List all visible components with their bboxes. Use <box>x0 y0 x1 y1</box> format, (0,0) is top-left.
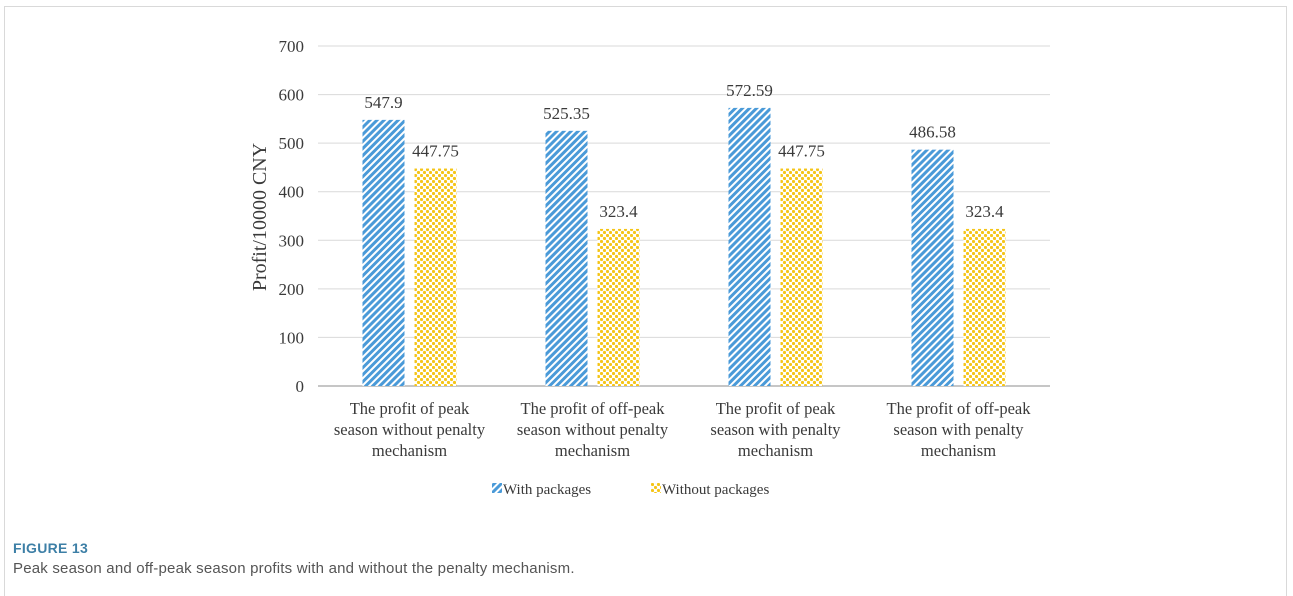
y-tick-label: 100 <box>279 328 305 347</box>
data-labels: 547.9 447.75 525.35 323.4 572.59 447.75 486.58… <box>364 81 1004 221</box>
bar-with-packages <box>911 149 954 386</box>
figure-label: FIGURE 13 <box>13 540 89 556</box>
y-tick-label: 500 <box>279 134 305 153</box>
y-tick-label: 300 <box>279 231 305 250</box>
data-label: 447.75 <box>412 142 459 161</box>
legend-without-packages-label: Without packages <box>662 482 769 498</box>
legend-with-packages-swatch <box>492 483 502 493</box>
data-label: 447.75 <box>778 142 825 161</box>
bar-without-packages <box>414 168 457 386</box>
x-tick-label: The profit of peak season without penalty… <box>334 399 486 460</box>
y-tick-labels: 0 100 200 300 400 500 600 700 <box>279 37 305 396</box>
data-label: 525.35 <box>543 104 590 123</box>
legend-without-packages-swatch <box>651 483 661 493</box>
bar-with-packages <box>362 119 405 387</box>
y-tick-label: 400 <box>279 183 305 202</box>
legend: With packages Without packages <box>492 482 769 498</box>
legend-with-packages-label: With packages <box>503 482 591 498</box>
bar-without-packages <box>780 168 823 386</box>
data-label: 547.9 <box>364 93 402 112</box>
data-label: 323.4 <box>599 202 638 221</box>
figure-frame <box>4 6 1287 596</box>
figure-caption: Peak season and off-peak season profits … <box>13 560 575 577</box>
y-axis-label: Profit/10000 CNY <box>249 143 271 291</box>
bar-without-packages <box>963 228 1006 386</box>
x-tick-label: The profit of off-peak season with penalt… <box>886 399 1031 460</box>
x-tick-labels: The profit of peak season without penalty… <box>334 399 1031 460</box>
x-tick-label: The profit of peak season with penalty mec… <box>710 399 841 460</box>
bar-with-packages <box>728 107 771 386</box>
bar-with-packages <box>545 130 588 386</box>
data-label: 572.59 <box>726 81 773 100</box>
y-tick-label: 200 <box>279 280 305 299</box>
bars <box>362 107 1006 387</box>
data-label: 323.4 <box>965 202 1004 221</box>
x-tick-label: The profit of off-peak season without pen… <box>517 399 669 460</box>
y-tick-label: 600 <box>279 86 305 105</box>
y-tick-label: 700 <box>279 37 305 56</box>
y-tick-label: 0 <box>296 377 305 396</box>
bar-without-packages <box>597 228 640 386</box>
data-label: 486.58 <box>909 123 956 142</box>
